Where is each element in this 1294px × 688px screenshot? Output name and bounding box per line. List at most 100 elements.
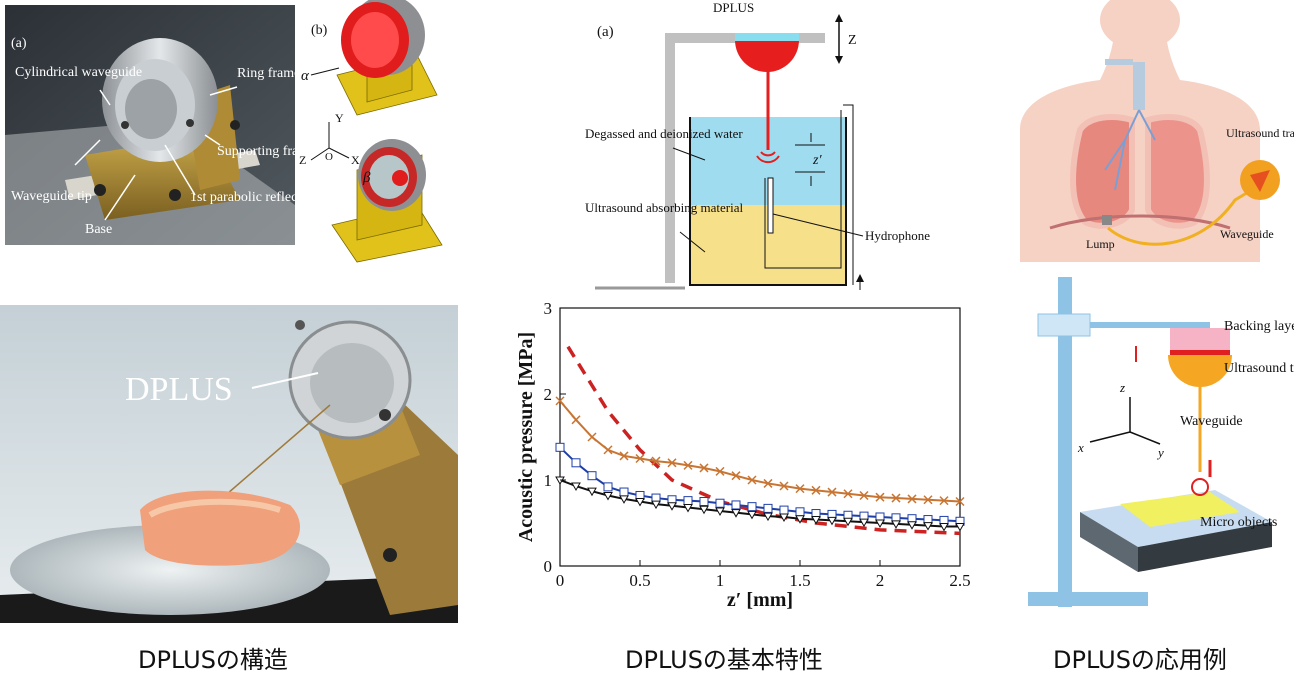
setup-dplus-label: DPLUS xyxy=(713,0,754,15)
app-manipulation-svg: z x y Backing layer Ultrasound transduce… xyxy=(1020,272,1294,622)
chart-point-s3-10 xyxy=(715,507,725,516)
label-waveguide-tip: Waveguide tip xyxy=(11,189,92,204)
chart-x-tick-label-5: 2.5 xyxy=(949,571,970,590)
chart-point-s2-10 xyxy=(715,498,725,508)
chart-point-s3-15 xyxy=(795,515,805,524)
chart-y-tick-label-3: 3 xyxy=(544,300,553,318)
chart-point-s2-0 xyxy=(555,442,565,452)
chart-point-s1-5 xyxy=(635,453,645,464)
chart-point-s1-0 xyxy=(555,396,565,406)
chart-point-s2-13 xyxy=(763,503,773,513)
setup-panel-label: (a) xyxy=(597,24,614,40)
label-base: Base xyxy=(85,222,112,237)
medical-lump-label: Lump xyxy=(1086,237,1115,251)
chart-point-s2-1 xyxy=(571,458,581,468)
chart-point-s1-14 xyxy=(779,481,789,491)
chart-point-s3-22 xyxy=(907,521,917,530)
chart-point-s1-1 xyxy=(571,415,581,425)
setup-diagram: Z z′ (a) DPLUS Degassed and deionized wa… xyxy=(585,0,955,292)
chart-point-s3-16 xyxy=(811,516,821,525)
chart-y-tick-label-1: 1 xyxy=(544,471,553,490)
chart-point-s3-11 xyxy=(731,509,741,518)
chart-y-tick-label-0: 0 xyxy=(544,557,553,576)
cad-panel-label: (b) xyxy=(311,23,328,38)
caption-applications: DPLUSの応用例 xyxy=(1053,646,1227,674)
label-cylindrical-waveguide: Cylindrical waveguide xyxy=(15,65,142,80)
pressure-chart: 0 0.5 1 1.5 2 2.5 0 1 2 3 z′ [mm] Acoustic pressu… xyxy=(500,300,980,620)
chart-y-axis-label: Acoustic pressure [MPa] xyxy=(515,332,537,542)
chart-point-s3-19 xyxy=(859,518,869,528)
chart-point-s3-1 xyxy=(571,482,581,492)
label-ring-frame: Ring frame xyxy=(237,66,295,81)
chart-point-s1-25 xyxy=(955,496,965,507)
chart-point-s3-7 xyxy=(667,502,677,511)
chart-x-axis-label: z′ [mm] xyxy=(727,589,793,611)
chart-point-s2-3 xyxy=(603,482,613,492)
manip-backing-label: Backing layer xyxy=(1224,319,1294,334)
structure-photo-a: (a) Cylindrical waveguide Ring frame Sup… xyxy=(5,5,295,245)
chart-point-s1-18 xyxy=(843,489,853,499)
structure-photo-a-panel-label: (a) xyxy=(11,36,27,51)
cad-axis-y: Y xyxy=(335,111,344,125)
setup-zprime-label: z′ xyxy=(812,153,822,168)
chart-point-s1-13 xyxy=(763,478,773,488)
app-medical: Ultrasound transducer Lump Waveguide xyxy=(1020,0,1294,262)
chart-x-tick-label-4: 2 xyxy=(876,571,885,590)
manip-axis-z: z xyxy=(1119,380,1125,395)
chart-point-s3-3 xyxy=(603,491,613,501)
chart-point-s3-4 xyxy=(619,495,629,504)
manip-micro-label: Micro objects xyxy=(1200,515,1277,530)
structure-photo-dplus-svg: DPLUS xyxy=(0,305,458,623)
chart-point-s3-23 xyxy=(923,522,933,531)
chart-point-s2-9 xyxy=(699,497,709,506)
chart-point-s3-5 xyxy=(635,498,645,507)
chart-point-s1-24 xyxy=(939,496,949,506)
chart-point-s2-14 xyxy=(779,505,789,515)
chart-point-s1-21 xyxy=(891,493,901,503)
cad-beta: β xyxy=(362,170,371,186)
chart-point-s1-19 xyxy=(859,490,869,501)
chart-point-s2-8 xyxy=(683,496,693,506)
chart-point-s1-22 xyxy=(907,494,917,504)
cad-axis-z: Z xyxy=(299,153,306,167)
structure-photo-dplus: DPLUS xyxy=(0,305,458,623)
label-parabolic-reflector: 1st parabolic reflector xyxy=(190,190,295,205)
setup-water-line: Degassed and deionized water xyxy=(585,126,743,141)
chart-point-s1-8 xyxy=(683,460,693,470)
chart-point-s1-20 xyxy=(875,492,885,502)
chart-point-s2-15 xyxy=(795,507,805,517)
manip-waveguide-label: Waveguide xyxy=(1180,414,1243,429)
cad-alpha: α xyxy=(301,68,310,84)
chart-x-tick-label-2: 1 xyxy=(716,571,725,590)
setup-absorber-label: Ultrasound absorbing material xyxy=(585,200,744,215)
chart-point-s3-8 xyxy=(683,504,693,513)
chart-point-s3-18 xyxy=(843,517,853,527)
chart-point-s1-23 xyxy=(923,495,933,505)
setup-water-label: Degassed and deionized water xyxy=(585,126,743,141)
manip-axis-x: x xyxy=(1077,440,1084,455)
chart-point-s3-24 xyxy=(939,522,949,532)
chart-point-s3-9 xyxy=(699,505,709,515)
chart-point-s1-2 xyxy=(587,432,597,442)
chart-point-s1-9 xyxy=(699,463,709,473)
chart-point-s3-14 xyxy=(779,513,789,522)
chart-point-s1-7 xyxy=(667,458,677,468)
chart-point-s1-4 xyxy=(619,451,629,461)
cad-axis-o: O xyxy=(325,151,333,163)
chart-series-group xyxy=(555,345,965,536)
manip-axis-y: y xyxy=(1156,445,1164,460)
chart-point-s3-6 xyxy=(651,500,661,510)
chart-point-s3-21 xyxy=(891,520,901,529)
chart-point-s1-10 xyxy=(715,466,725,476)
chart-x-tick-label-1: 0.5 xyxy=(629,571,650,590)
structure-cad-b-svg: Y Z O X (b) α β xyxy=(297,0,462,265)
chart-point-s2-12 xyxy=(747,502,757,512)
chart-point-s2-4 xyxy=(619,487,629,497)
chart-series-line-1 xyxy=(559,400,961,503)
chart-point-s1-11 xyxy=(731,471,741,481)
chart-x-tick-label-3: 1.5 xyxy=(789,571,810,590)
dplus-photo-label: DPLUS xyxy=(125,371,233,408)
medical-transducer-label: Ultrasound transducer xyxy=(1226,126,1294,140)
chart-point-s1-6 xyxy=(651,456,661,466)
